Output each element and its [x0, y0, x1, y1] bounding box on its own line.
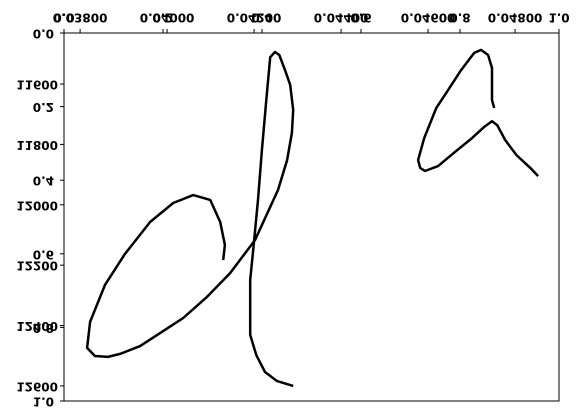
x-tick-label: 0.04200 — [227, 11, 282, 25]
y2-tick-label: 0.0 — [33, 27, 54, 41]
line-series — [85, 48, 540, 388]
x-tick-label: 0.04600 — [401, 11, 456, 25]
y2-tick-label: 1.0 — [33, 395, 54, 409]
y-tick-label: 11800 — [16, 138, 58, 152]
x2-tick-label: 0.2 — [152, 11, 173, 25]
y2-tick-label: 0.4 — [33, 174, 54, 188]
y-tick-label: 11600 — [16, 78, 58, 92]
x2-tick-label: 0.8 — [449, 11, 470, 25]
x-tick-label: 0.04400 — [314, 11, 369, 25]
y2-tick-label: 0.2 — [33, 100, 54, 114]
y2-tick-label: 0.8 — [33, 321, 54, 335]
y-tick-label: 12600 — [16, 379, 58, 393]
x-tick-label: 0.04000 — [140, 11, 195, 25]
y-tick-label: 12400 — [16, 319, 58, 333]
y2-tick-label: 0.6 — [33, 247, 54, 261]
x2-tick-label: 0.6 — [350, 11, 371, 25]
x2-tick-label: 1.0 — [548, 11, 569, 25]
plot-frame — [63, 32, 560, 402]
x2-tick-label: 0.0 — [53, 11, 74, 25]
x-tick-label: 0.03800 — [53, 11, 108, 25]
y-tick-label: 12200 — [16, 259, 58, 273]
y-tick-label: 12000 — [16, 198, 58, 212]
x2-tick-label: 0.4 — [251, 11, 272, 25]
x-tick-label: 0.04800 — [488, 11, 543, 25]
